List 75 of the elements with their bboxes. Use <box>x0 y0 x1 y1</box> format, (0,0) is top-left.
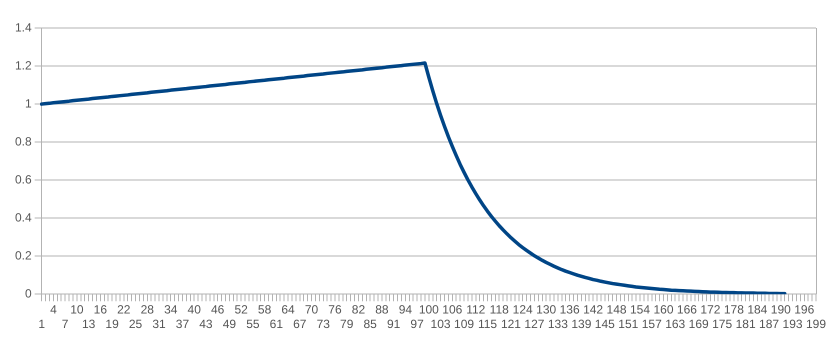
x-tick-label: 94 <box>398 302 412 317</box>
x-tick-label: 88 <box>375 302 389 317</box>
x-tick-label: 160 <box>653 302 674 317</box>
x-tick-label: 109 <box>454 317 474 332</box>
x-tick-label: 67 <box>293 317 307 332</box>
x-tick-label: 73 <box>316 317 330 332</box>
x-tick-label: 76 <box>328 302 342 317</box>
y-tick-label: 1 <box>24 96 32 110</box>
y-tick-label: 1.2 <box>14 58 32 72</box>
y-tick-label: 0 <box>24 286 32 301</box>
x-tick-label: 145 <box>594 317 616 332</box>
x-tick-label: 184 <box>747 302 768 317</box>
x-tick-label: 181 <box>736 317 756 332</box>
x-tick-label: 52 <box>234 302 248 317</box>
x-tick-label: 58 <box>258 302 272 317</box>
x-tick-label: 199 <box>806 317 826 332</box>
x-tick-label: 4 <box>50 302 58 317</box>
y-tick-label: 0.6 <box>14 172 32 186</box>
x-tick-label: 103 <box>430 317 451 332</box>
x-tick-label: 154 <box>630 302 650 317</box>
x-tick-label: 64 <box>281 302 296 317</box>
x-tick-label: 22 <box>117 302 131 317</box>
x-tick-label: 124 <box>512 302 534 317</box>
x-tick-label: 37 <box>176 317 190 332</box>
x-tick-label: 19 <box>105 317 120 332</box>
x-tick-label: 175 <box>712 317 732 332</box>
x-tick-label: 169 <box>688 317 710 332</box>
x-tick-label: 127 <box>524 317 545 332</box>
x-tick-label: 193 <box>782 317 803 332</box>
x-tick-label: 16 <box>94 302 108 317</box>
x-tick-label: 121 <box>500 317 522 332</box>
x-tick-label: 82 <box>352 302 366 317</box>
x-tick-label: 7 <box>62 317 69 332</box>
x-tick-label: 112 <box>466 302 486 317</box>
x-tick-label: 31 <box>152 317 166 332</box>
x-tick-label: 10 <box>70 302 84 317</box>
x-tick-label: 55 <box>246 317 260 332</box>
x-tick-label: 49 <box>222 317 236 332</box>
x-tick-label: 97 <box>410 317 424 332</box>
x-tick-label: 136 <box>560 302 580 317</box>
x-tick-label: 46 <box>210 302 225 317</box>
x-tick-label: 163 <box>665 317 686 332</box>
x-tick-label: 115 <box>478 317 498 332</box>
x-tick-label: 157 <box>642 317 662 332</box>
x-tick-label: 190 <box>770 302 792 317</box>
x-tick-label: 148 <box>606 302 627 317</box>
x-tick-label: 1 <box>38 317 46 332</box>
x-tick-label: 28 <box>140 302 154 317</box>
y-tick-label: 0.8 <box>14 134 32 148</box>
x-tick-label: 91 <box>386 317 401 332</box>
x-tick-label: 139 <box>571 317 592 332</box>
x-tick-label: 166 <box>676 302 698 317</box>
x-tick-label: 187 <box>759 317 780 332</box>
x-tick-label: 196 <box>794 302 815 317</box>
x-tick-label: 100 <box>418 302 440 317</box>
x-tick-label: 172 <box>700 302 721 317</box>
x-tick-label: 43 <box>199 317 213 332</box>
x-tick-label: 118 <box>490 302 510 317</box>
x-tick-label: 13 <box>82 317 96 332</box>
x-tick-label: 61 <box>270 317 284 332</box>
x-tick-label: 133 <box>548 317 568 332</box>
x-tick-label: 70 <box>304 302 319 317</box>
x-tick-label: 79 <box>340 317 354 332</box>
x-tick-label: 151 <box>618 317 639 332</box>
y-tick-label: 1.4 <box>14 20 32 34</box>
x-tick-label: 40 <box>188 302 202 317</box>
x-tick-label: 34 <box>164 302 178 317</box>
x-tick-label: 142 <box>583 302 604 317</box>
x-tick-label: 85 <box>364 317 378 332</box>
x-tick-label: 178 <box>724 302 744 317</box>
x-tick-label: 130 <box>536 302 556 317</box>
y-tick-label: 0.2 <box>14 248 32 262</box>
y-tick-label: 0.4 <box>14 210 32 224</box>
x-tick-label: 106 <box>442 302 463 317</box>
x-tick-label: 25 <box>128 317 143 332</box>
